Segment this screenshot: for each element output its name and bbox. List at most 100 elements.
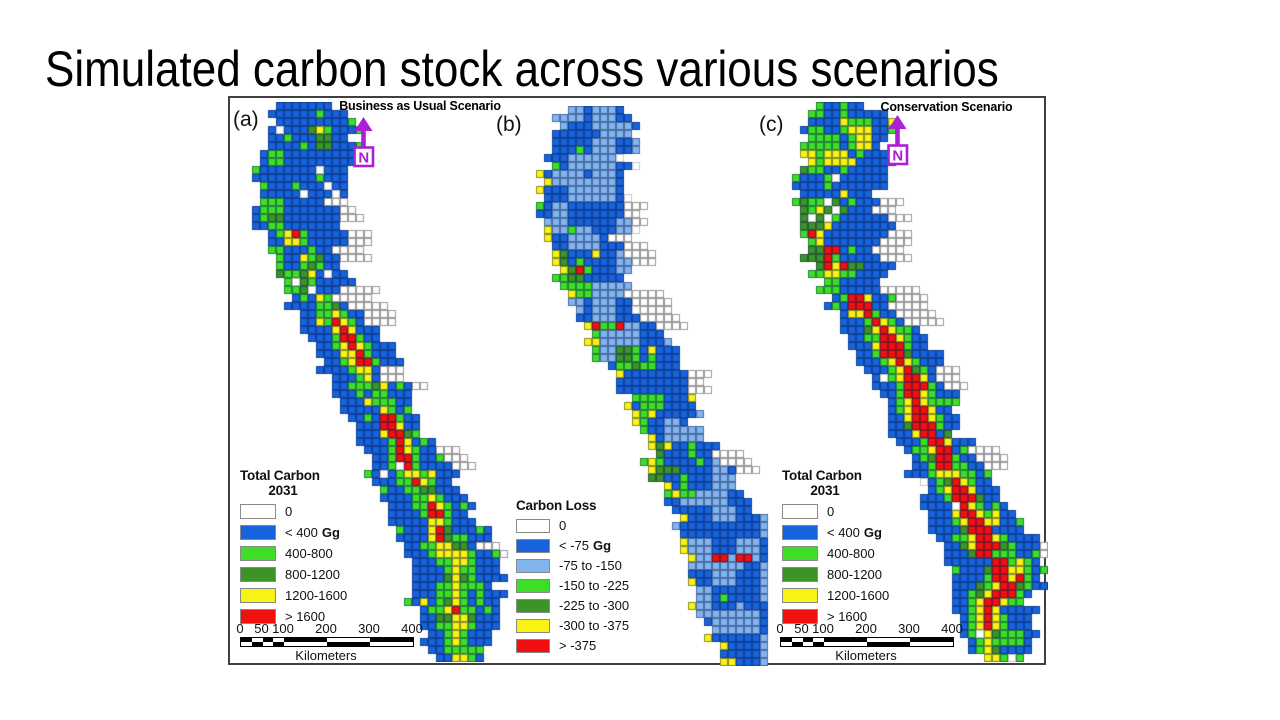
scalebar-tick: 300	[898, 621, 920, 636]
legend-swatch-green	[516, 578, 550, 593]
legend-swatch-blue	[516, 538, 550, 553]
legend-swatch-darkgreen	[240, 567, 276, 582]
legend-row: -150 to -225	[516, 578, 629, 593]
scalebar-ticks: 0 50 100 200 300 400	[776, 621, 966, 636]
legend-swatch-white	[782, 504, 818, 519]
scalebar-segment	[262, 642, 274, 646]
legend-label: -150 to -225	[559, 578, 630, 593]
map-canvas-conservation	[776, 102, 1048, 662]
scalebar-caption: Kilometers	[295, 648, 357, 663]
slide-title: Simulated carbon stock across various sc…	[45, 44, 1129, 94]
legend-row: < 400 Gg	[782, 525, 889, 540]
legend-swatch-green	[240, 546, 276, 561]
legend-unit: Gg	[593, 538, 612, 553]
legend-label: 1200-1600	[285, 588, 348, 603]
legend-row: -300 to -375	[516, 618, 629, 633]
scalebar-tick: 400	[401, 621, 423, 636]
scalebar-tick: 300	[358, 621, 380, 636]
scalebar-tick: 0	[236, 621, 244, 636]
legend-swatch-green	[782, 546, 818, 561]
scalebar-segment	[824, 642, 867, 646]
legend-label: -75 to -150	[559, 558, 622, 573]
north-arrow-head	[354, 117, 373, 131]
scalebar-segment	[910, 638, 953, 642]
legend-label: > -375	[559, 638, 597, 653]
legend-swatch-blue	[240, 525, 276, 540]
map-canvas-carbon-loss	[520, 106, 800, 666]
legend-label: < -75	[559, 538, 589, 553]
legend-swatch-white	[240, 504, 276, 519]
scalebar-tick: 400	[941, 621, 963, 636]
figure-box: (a) (b) (c) Business as Usual Scenario C…	[228, 96, 1048, 666]
scalebar-segment	[370, 642, 413, 646]
legend-swatch-red	[782, 609, 818, 624]
legend-label: > 1600	[285, 609, 326, 624]
scalebar-bar	[240, 637, 414, 647]
legend-label: 400-800	[285, 546, 333, 561]
scalebar-segment	[327, 638, 370, 642]
legend-subtitle: 2031	[268, 483, 298, 498]
scalebar-segment	[802, 638, 814, 642]
north-arrow-box	[353, 146, 375, 168]
legend-row: 1200-1600	[240, 588, 347, 603]
legend-swatch-yellow	[782, 588, 818, 603]
north-arrow-letter: N	[358, 150, 369, 167]
scalebar-a: 0 50 100 200 300 400 Kilometers	[236, 621, 426, 663]
legend-swatch-red	[516, 638, 550, 653]
legend-row: > -375	[516, 638, 629, 653]
legend-label: 0	[285, 504, 293, 519]
panel-title-business-as-usual: Business as Usual Scenario	[339, 99, 501, 113]
scalebar-segment	[781, 638, 792, 642]
north-arrow-icon: N	[353, 117, 375, 168]
scalebar-ticks: 0 50 100 200 300 400	[236, 621, 426, 636]
north-arrow-box	[887, 144, 909, 166]
legend-label: 0	[559, 518, 567, 533]
scalebar-segment	[802, 642, 814, 646]
scalebar-segment	[824, 638, 867, 642]
scalebar-tick: 0	[776, 621, 784, 636]
legend-row: 400-800	[240, 546, 347, 561]
legend-subtitle: 2031	[810, 483, 840, 498]
legend-rows: 0 < 400 Gg 400-800 800-1200 1200-1600 > 1600	[782, 504, 889, 624]
scalebar-segment	[273, 638, 284, 642]
slide-title-text: Simulated carbon stock across various sc…	[45, 41, 999, 97]
legend-carbon-loss: Carbon Loss 0 < -75 Gg -75 to -150 -150 to -…	[516, 498, 629, 653]
legend-row: -75 to -150	[516, 558, 629, 573]
legend-unit: Gg	[321, 525, 340, 540]
scalebar-tick: 200	[855, 621, 877, 636]
legend-row: 0	[516, 518, 629, 533]
legend-label: 1200-1600	[827, 588, 890, 603]
scalebar-segment	[813, 638, 824, 642]
scalebar-segment	[251, 638, 263, 642]
legend-label: 0	[827, 504, 835, 519]
legend-row: -225 to -300	[516, 598, 629, 613]
legend-label: < 400	[827, 525, 860, 540]
legend-label: > 1600	[827, 609, 868, 624]
scalebar-c: 0 50 100 200 300 400 Kilometers	[776, 621, 966, 663]
legend-title: Total Carbon	[782, 468, 862, 483]
north-arrow-letter: N	[892, 148, 903, 165]
legend-row: 400-800	[782, 546, 889, 561]
scalebar-segment	[241, 638, 252, 642]
scalebar-segment	[284, 638, 327, 642]
scalebar-caption: Kilometers	[835, 648, 897, 663]
panel-label-c: (c)	[759, 113, 784, 136]
legend-row: 1200-1600	[782, 588, 889, 603]
scalebar-segment	[327, 642, 370, 646]
legend-title: Carbon Loss	[516, 498, 597, 513]
scalebar-tick: 100	[812, 621, 834, 636]
legend-label: -300 to -375	[559, 618, 630, 633]
legend-row: 0	[782, 504, 889, 519]
scalebar-segment	[910, 642, 953, 646]
legend-total-carbon-a: Total Carbon 2031 0 < 400 Gg 400-800 800-120…	[240, 468, 347, 624]
scalebar-segment	[251, 642, 263, 646]
panel-label-a: (a)	[233, 108, 259, 131]
north-arrow-head	[888, 115, 907, 129]
scalebar-tick: 50	[794, 621, 809, 636]
scalebar-segment	[273, 642, 284, 646]
legend-swatch-yellow	[240, 588, 276, 603]
legend-row: > 1600	[240, 609, 347, 624]
legend-swatch-yellow	[516, 618, 550, 633]
legend-swatch-lightblue	[516, 558, 550, 573]
legend-swatch-darkgreen	[782, 567, 818, 582]
